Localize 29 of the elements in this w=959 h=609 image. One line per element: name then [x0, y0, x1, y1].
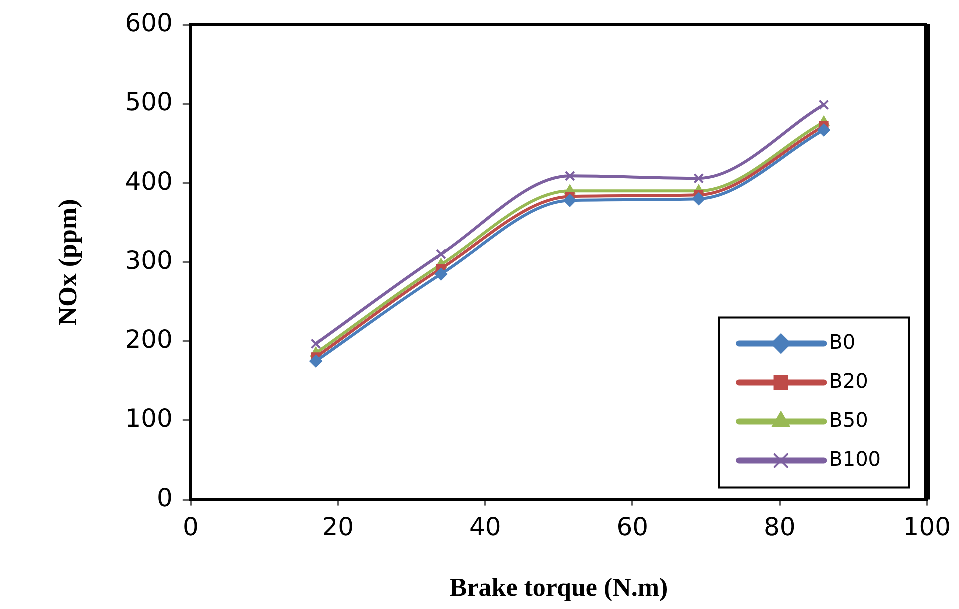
x-tick-label: 20	[322, 512, 354, 542]
point	[694, 173, 704, 184]
point	[818, 100, 830, 110]
x-axis-title: Brake torque (N.m)	[450, 573, 668, 602]
x-tick-label: 60	[616, 512, 649, 542]
point	[310, 338, 322, 350]
y-axis-title: NOx (ppm)	[53, 199, 82, 326]
x-tick-label: 0	[182, 512, 199, 542]
legend-label: B100	[829, 447, 882, 472]
y-tick-label: 200	[125, 325, 173, 354]
y-tick-label: 400	[125, 166, 173, 196]
point	[436, 249, 446, 260]
point	[564, 194, 577, 208]
x-tick-label: 80	[764, 512, 796, 542]
y-tick-label: 500	[125, 88, 173, 117]
y-tick-label: 600	[125, 8, 173, 38]
y-tick-label: 0	[157, 483, 173, 512]
legend-label: B50	[829, 408, 868, 432]
x-tick-label: 100	[903, 512, 951, 542]
y-tick-label: 300	[125, 246, 173, 275]
point	[564, 170, 576, 182]
x-tick-label: 40	[470, 512, 502, 542]
point	[818, 124, 831, 137]
point	[434, 268, 448, 281]
legend-label: B20	[829, 369, 868, 394]
point	[692, 192, 706, 206]
legend-label: B0	[829, 330, 856, 354]
y-tick-label: 100	[125, 404, 173, 434]
point	[310, 354, 323, 368]
